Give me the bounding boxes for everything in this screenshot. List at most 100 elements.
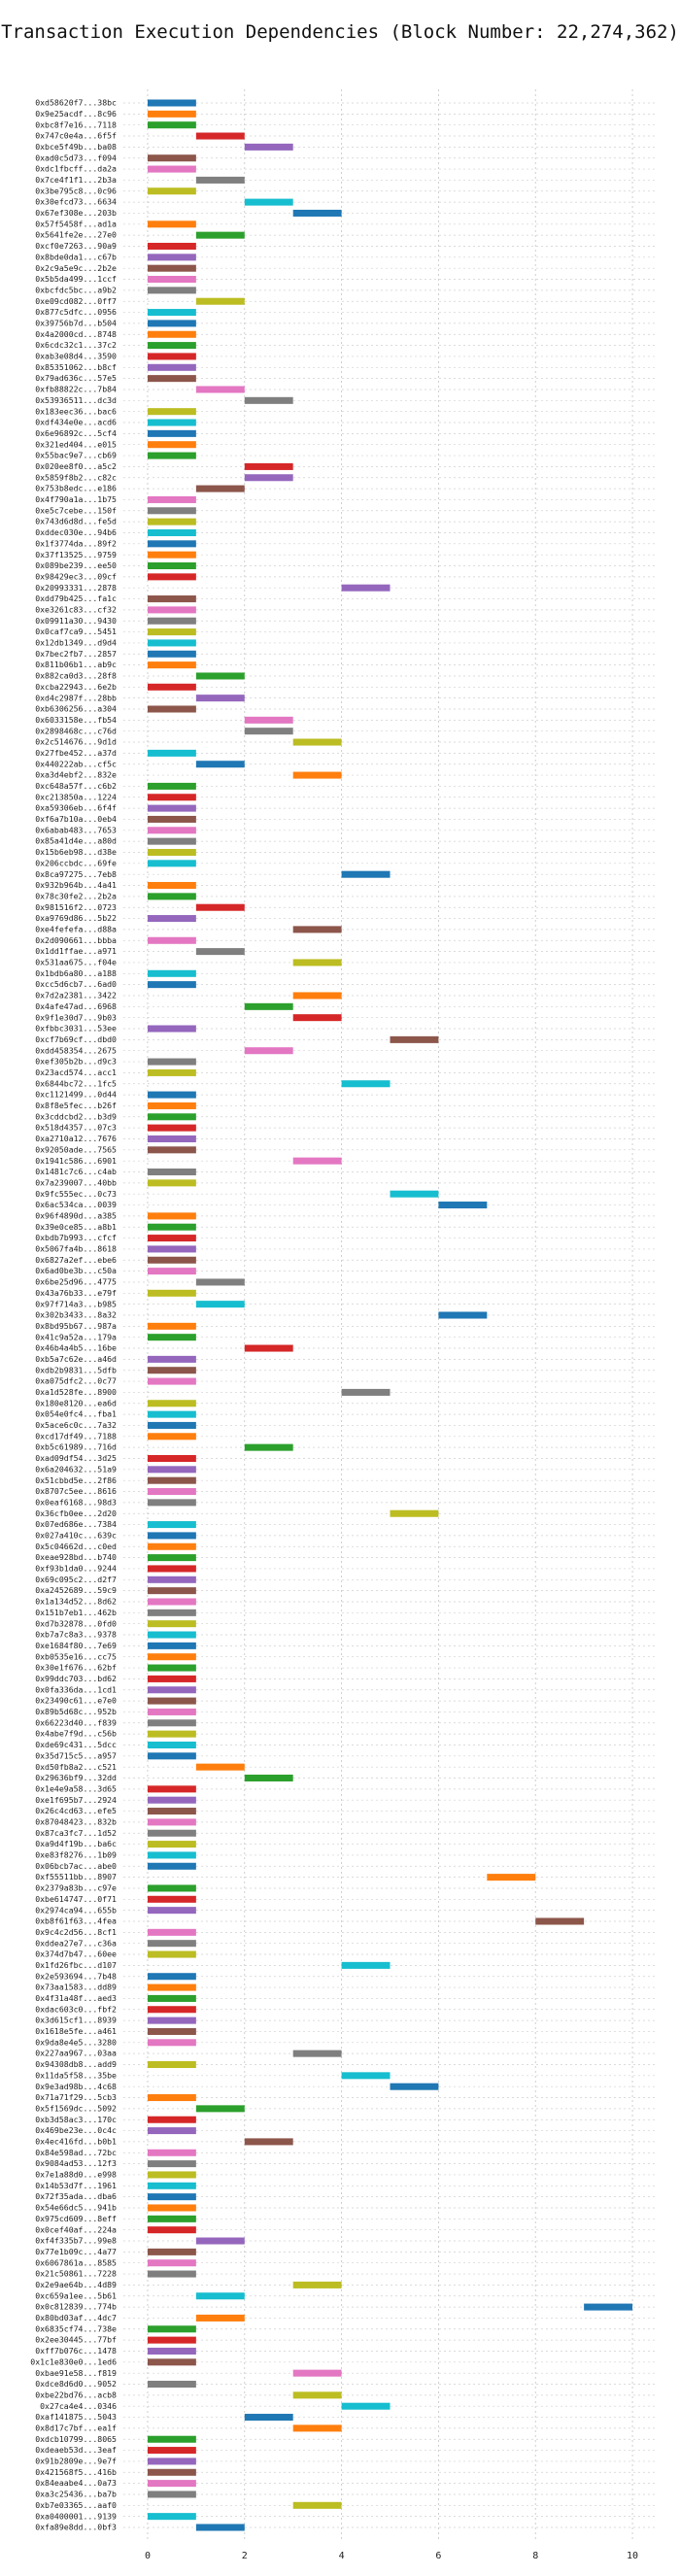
- transaction-bar: [195, 132, 245, 140]
- transaction-bar: [147, 518, 196, 525]
- y-tick-label: 0x97f714a3...b985: [35, 1299, 117, 1308]
- y-tick-label: 0xa2710a12...7676: [35, 1134, 117, 1143]
- y-tick-label: 0x51cbbd5e...2f86: [35, 1475, 117, 1485]
- transaction-bar: [244, 728, 293, 735]
- y-tick-label: 0x183eec36...bac6: [35, 406, 117, 416]
- transaction-bar: [147, 1421, 196, 1429]
- y-tick-label: 0x6e96892c...5cf4: [35, 428, 117, 438]
- transaction-bar: [147, 2447, 196, 2455]
- y-tick-label: 0x2c514676...9d1d: [35, 737, 117, 747]
- y-tick-label: 0xdce8d6d0...9052: [35, 2379, 117, 2389]
- transaction-bar: [147, 551, 196, 559]
- y-tick-label: 0xb8f61f63...4fea: [35, 1916, 117, 1926]
- transaction-bar: [147, 121, 196, 129]
- transaction-bar: [292, 2391, 342, 2399]
- transaction-bar: [147, 2226, 196, 2234]
- transaction-bar: [147, 375, 196, 383]
- y-tick-label: 0x87048423...832b: [35, 1816, 117, 1826]
- transaction-bar: [195, 695, 245, 702]
- transaction-bar: [147, 794, 196, 801]
- transaction-bar: [244, 716, 293, 724]
- y-tick-label: 0xe09cd082...0ff7: [35, 296, 117, 306]
- y-tick-label: 0x6ac534ca...0039: [35, 1200, 117, 1209]
- y-tick-label: 0x12db1349...d9d4: [35, 638, 117, 648]
- y-tick-label: 0x2379a83b...c97e: [35, 1883, 117, 1893]
- transaction-bar: [147, 2259, 196, 2267]
- transaction-bar: [147, 2457, 196, 2465]
- y-tick-label: 0x21c50861...7228: [35, 2269, 117, 2279]
- transaction-bar: [147, 2160, 196, 2168]
- y-tick-label: 0xb7a7c8a3...9378: [35, 1630, 117, 1640]
- y-tick-label: 0xe1684f80...7e69: [35, 1641, 117, 1650]
- x-tick-label: 8: [532, 2551, 538, 2561]
- transaction-bar: [147, 617, 196, 625]
- transaction-bar: [147, 1983, 196, 1991]
- y-tick-label: 0x7d2a2381...3422: [35, 991, 117, 1000]
- transaction-bar: [147, 1542, 196, 1550]
- y-tick-label: 0x77e1b09c...4a77: [35, 2247, 117, 2256]
- transaction-bar: [147, 1068, 196, 1076]
- y-tick-label: 0x2e9ae64b...4d89: [35, 2280, 117, 2289]
- transaction-bar: [147, 1730, 196, 1738]
- y-tick-label: 0x6033158e...fb54: [35, 715, 117, 725]
- x-tick-label: 4: [339, 2551, 345, 2561]
- y-tick-label: 0x09911a30...9430: [35, 616, 117, 626]
- transaction-bar: [147, 1532, 196, 1540]
- transaction-bar: [195, 948, 245, 956]
- y-tick-label: 0xa59306eb...6f4f: [35, 803, 117, 813]
- y-tick-label: 0x151b7eb1...462b: [35, 1608, 117, 1617]
- y-tick-label: 0x054e0fc4...fba1: [35, 1409, 117, 1419]
- transaction-bar: [147, 2248, 196, 2255]
- y-tick-label: 0xc659a1ee...5b61: [35, 2290, 117, 2300]
- y-tick-label: 0x027a410c...639c: [35, 1531, 117, 1541]
- transaction-bar: [147, 1994, 196, 2002]
- transaction-bar: [147, 1179, 196, 1187]
- y-tick-label: 0xe4fefefa...d88a: [35, 925, 117, 934]
- transaction-bar: [147, 1377, 196, 1385]
- transaction-bar: [244, 474, 293, 482]
- y-tick-label: 0xc648a57f...c6b2: [35, 781, 117, 791]
- transaction-bar: [147, 2027, 196, 2035]
- transaction-bar: [147, 981, 196, 989]
- transaction-bar: [147, 1609, 196, 1616]
- y-tick-label: 0xcf7b69cf...dbd0: [35, 1034, 117, 1044]
- y-tick-label: 0xdeaeb53d...3eaf: [35, 2445, 117, 2455]
- transaction-bar: [195, 297, 245, 305]
- y-tick-label: 0x6abab483...7653: [35, 825, 117, 834]
- transaction-bar: [147, 1554, 196, 1562]
- transaction-bar: [292, 2050, 342, 2057]
- y-tick-label: 0x1a134d52...8d62: [35, 1597, 117, 1607]
- y-tick-label: 0x7e1a88d0...e998: [35, 2170, 117, 2180]
- y-tick-label: 0x67ef308e...203b: [35, 208, 117, 218]
- y-tick-label: 0x80bd03af...4dc7: [35, 2313, 117, 2322]
- y-tick-label: 0xb5a7c62e...a46d: [35, 1354, 117, 1364]
- y-tick-label: 0x5b5da499...1ccf: [35, 274, 117, 284]
- x-tick-label: 10: [627, 2551, 638, 2561]
- transaction-bar: [341, 870, 391, 878]
- y-tick-label: 0x981516f2...0723: [35, 902, 117, 912]
- transaction-bar: [147, 1289, 196, 1297]
- transaction-bar: [244, 2414, 293, 2422]
- transaction-bar: [147, 1928, 196, 1936]
- transaction-bar: [147, 1576, 196, 1583]
- y-tick-label: 0xfb88822c...7b84: [35, 385, 117, 394]
- y-tick-label: 0xddec030e...94b6: [35, 527, 117, 537]
- y-tick-label: 0xcf0e7263...90a9: [35, 241, 117, 251]
- transaction-bar: [147, 2513, 196, 2521]
- y-tick-label: 0xe3261c83...cf32: [35, 604, 117, 614]
- transaction-bar: [535, 1917, 585, 1925]
- transaction-bar: [147, 342, 196, 350]
- transaction-bar: [147, 363, 196, 371]
- y-tick-label: 0x78c30fe2...2b2a: [35, 891, 117, 900]
- transaction-bar: [147, 2149, 196, 2156]
- transaction-bar: [244, 2138, 293, 2146]
- y-tick-label: 0xe1f695b7...2924: [35, 1795, 117, 1805]
- y-tick-label: 0x5641fe2e...27e0: [35, 230, 117, 240]
- transaction-bar: [147, 1841, 196, 1848]
- transaction-bar: [147, 2127, 196, 2135]
- transaction-bar: [147, 429, 196, 437]
- y-tick-label: 0xdcb10799...8065: [35, 2434, 117, 2444]
- transaction-bar: [147, 1565, 196, 1573]
